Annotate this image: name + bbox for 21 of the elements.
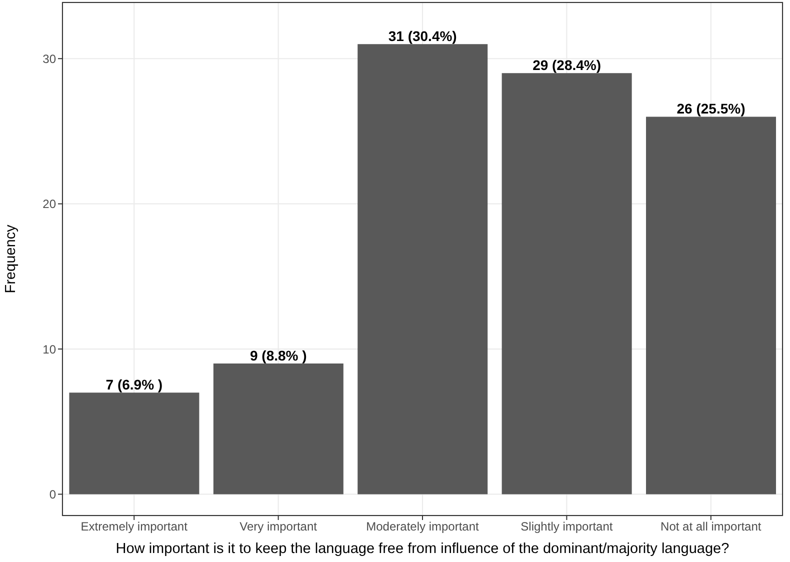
y-tick-label: 20: [42, 197, 56, 212]
data-label: 7 (6.9% ): [106, 376, 163, 393]
x-tick-label: Not at all important: [660, 520, 762, 534]
bar: [213, 364, 344, 494]
bar: [358, 44, 488, 494]
data-label: 9 (8.8% ): [250, 348, 307, 364]
bar: [502, 73, 632, 494]
data-label: 29 (28.4%): [532, 57, 602, 74]
x-tick-label: Very important: [240, 520, 318, 534]
x-tick-label: Extremely important: [80, 520, 188, 534]
x-axis-title: How important is it to keep the language free from influence of the dominant/majority language?: [116, 541, 730, 557]
data-label: 31 (30.4%): [388, 28, 457, 44]
data-label: 26 (25.5%): [676, 100, 746, 117]
x-tick-label: Slightly important: [520, 520, 614, 534]
bar: [646, 116, 776, 494]
y-tick-label: 30: [42, 52, 56, 66]
bar: [69, 392, 200, 494]
y-tick-label: 0: [49, 487, 56, 502]
x-tick-label: Moderately important: [366, 520, 480, 534]
y-axis-title: Frequency: [3, 224, 20, 294]
y-tick-label: 10: [42, 342, 56, 356]
